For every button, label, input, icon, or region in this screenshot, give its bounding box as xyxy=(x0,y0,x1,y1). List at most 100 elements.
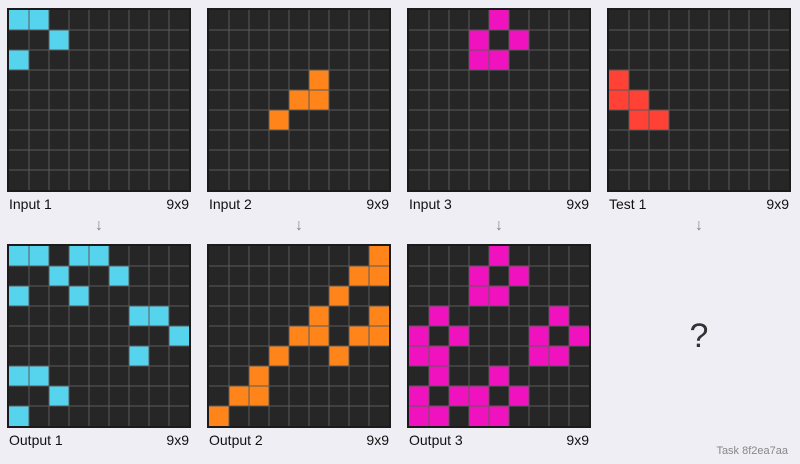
grid-background xyxy=(9,10,189,190)
grid-cell xyxy=(269,346,289,366)
input-1-size: 9x9 xyxy=(166,196,189,212)
grid-cell xyxy=(489,10,509,30)
grid-cell xyxy=(409,326,429,346)
output-3-label-row: Output 3 9x9 xyxy=(409,432,593,448)
grid-cell xyxy=(369,246,389,266)
output-1-size: 9x9 xyxy=(166,432,189,448)
grid-cell xyxy=(429,366,449,386)
grid-cell xyxy=(609,70,629,90)
grid-cell xyxy=(409,346,429,366)
grid-cell xyxy=(9,406,29,426)
grid-cell xyxy=(489,366,509,386)
grid-cell xyxy=(409,406,429,426)
grid-cell xyxy=(469,266,489,286)
grid-cell xyxy=(469,50,489,70)
grid-cell xyxy=(529,326,549,346)
grid-cell xyxy=(369,306,389,326)
grid-cell xyxy=(469,406,489,426)
grid-cell xyxy=(69,246,89,266)
grid-cell xyxy=(409,386,429,406)
grid-cell xyxy=(469,386,489,406)
grid-cell xyxy=(309,70,329,90)
task-id-label: Task 8f2ea7aa xyxy=(716,445,788,457)
input-2-label-row: Input 2 9x9 xyxy=(209,196,393,212)
output-3-size: 9x9 xyxy=(566,432,589,448)
grid-cell xyxy=(569,326,589,346)
input-3-title: Input 3 xyxy=(409,196,452,212)
grid-cell xyxy=(369,326,389,346)
grid-cell xyxy=(449,326,469,346)
grid-cell xyxy=(629,110,649,130)
input-1-grid xyxy=(7,8,191,192)
test-1-size: 9x9 xyxy=(766,196,789,212)
output-3-grid xyxy=(407,244,591,428)
grid-cell xyxy=(9,50,29,70)
grid-background xyxy=(409,246,589,426)
input-1-title: Input 1 xyxy=(9,196,52,212)
grid-background xyxy=(9,246,189,426)
grid-cell xyxy=(49,266,69,286)
grid-cell xyxy=(329,346,349,366)
output-1-grid xyxy=(7,244,191,428)
grid-cell xyxy=(249,366,269,386)
grid-cell xyxy=(49,386,69,406)
grid-cell xyxy=(149,306,169,326)
input-1-label-row: Input 1 9x9 xyxy=(9,196,193,212)
grid-cell xyxy=(9,366,29,386)
arrow-down-icon: ↓ xyxy=(295,217,303,234)
output-2-grid xyxy=(207,244,391,428)
output-2-size: 9x9 xyxy=(366,432,389,448)
input-3-size: 9x9 xyxy=(566,196,589,212)
grid-cell xyxy=(129,306,149,326)
grid-cell xyxy=(309,90,329,110)
output-2-title: Output 2 xyxy=(209,432,263,448)
grid-cell xyxy=(429,406,449,426)
input-2-grid xyxy=(207,8,391,192)
input-2-title: Input 2 xyxy=(209,196,252,212)
grid-cell xyxy=(509,386,529,406)
grid-cell xyxy=(469,286,489,306)
grid-cell xyxy=(289,90,309,110)
input-2-size: 9x9 xyxy=(366,196,389,212)
grid-cell xyxy=(629,90,649,110)
input-3-grid xyxy=(407,8,591,192)
grid-cell xyxy=(29,10,49,30)
arrow-down-icon: ↓ xyxy=(95,217,103,234)
input-3-label-row: Input 3 9x9 xyxy=(409,196,593,212)
grid-cell xyxy=(129,346,149,366)
grid-cell xyxy=(509,30,529,50)
grid-cell xyxy=(529,346,549,366)
arrow-down-icon: ↓ xyxy=(495,217,503,234)
output-1-title: Output 1 xyxy=(9,432,63,448)
grid-cell xyxy=(169,326,189,346)
grid-cell xyxy=(489,246,509,266)
grid-cell xyxy=(549,306,569,326)
grid-cell xyxy=(309,326,329,346)
grid-cell xyxy=(349,326,369,346)
grid-cell xyxy=(429,346,449,366)
grid-cell xyxy=(509,266,529,286)
grid-cell xyxy=(9,246,29,266)
test-1-title: Test 1 xyxy=(609,196,647,212)
output-1-label-row: Output 1 9x9 xyxy=(9,432,193,448)
grid-cell xyxy=(429,306,449,326)
grid-cell xyxy=(489,286,509,306)
test-1-label-row: Test 1 9x9 xyxy=(609,196,793,212)
grid-cell xyxy=(29,366,49,386)
grid-cell xyxy=(29,246,49,266)
arrow-down-icon: ↓ xyxy=(695,217,703,234)
grid-cell xyxy=(49,30,69,50)
grid-cell xyxy=(229,386,249,406)
grid-cell xyxy=(309,306,329,326)
grid-cell xyxy=(9,286,29,306)
unknown-output-placeholder: ? xyxy=(689,316,709,355)
grid-cell xyxy=(489,406,509,426)
grid-cell xyxy=(489,50,509,70)
test-1-grid xyxy=(607,8,791,192)
grid-cell xyxy=(549,346,569,366)
grid-cell xyxy=(369,266,389,286)
grid-cell xyxy=(269,110,289,130)
output-2-label-row: Output 2 9x9 xyxy=(209,432,393,448)
grid-background xyxy=(409,10,589,190)
grid-cell xyxy=(209,406,229,426)
